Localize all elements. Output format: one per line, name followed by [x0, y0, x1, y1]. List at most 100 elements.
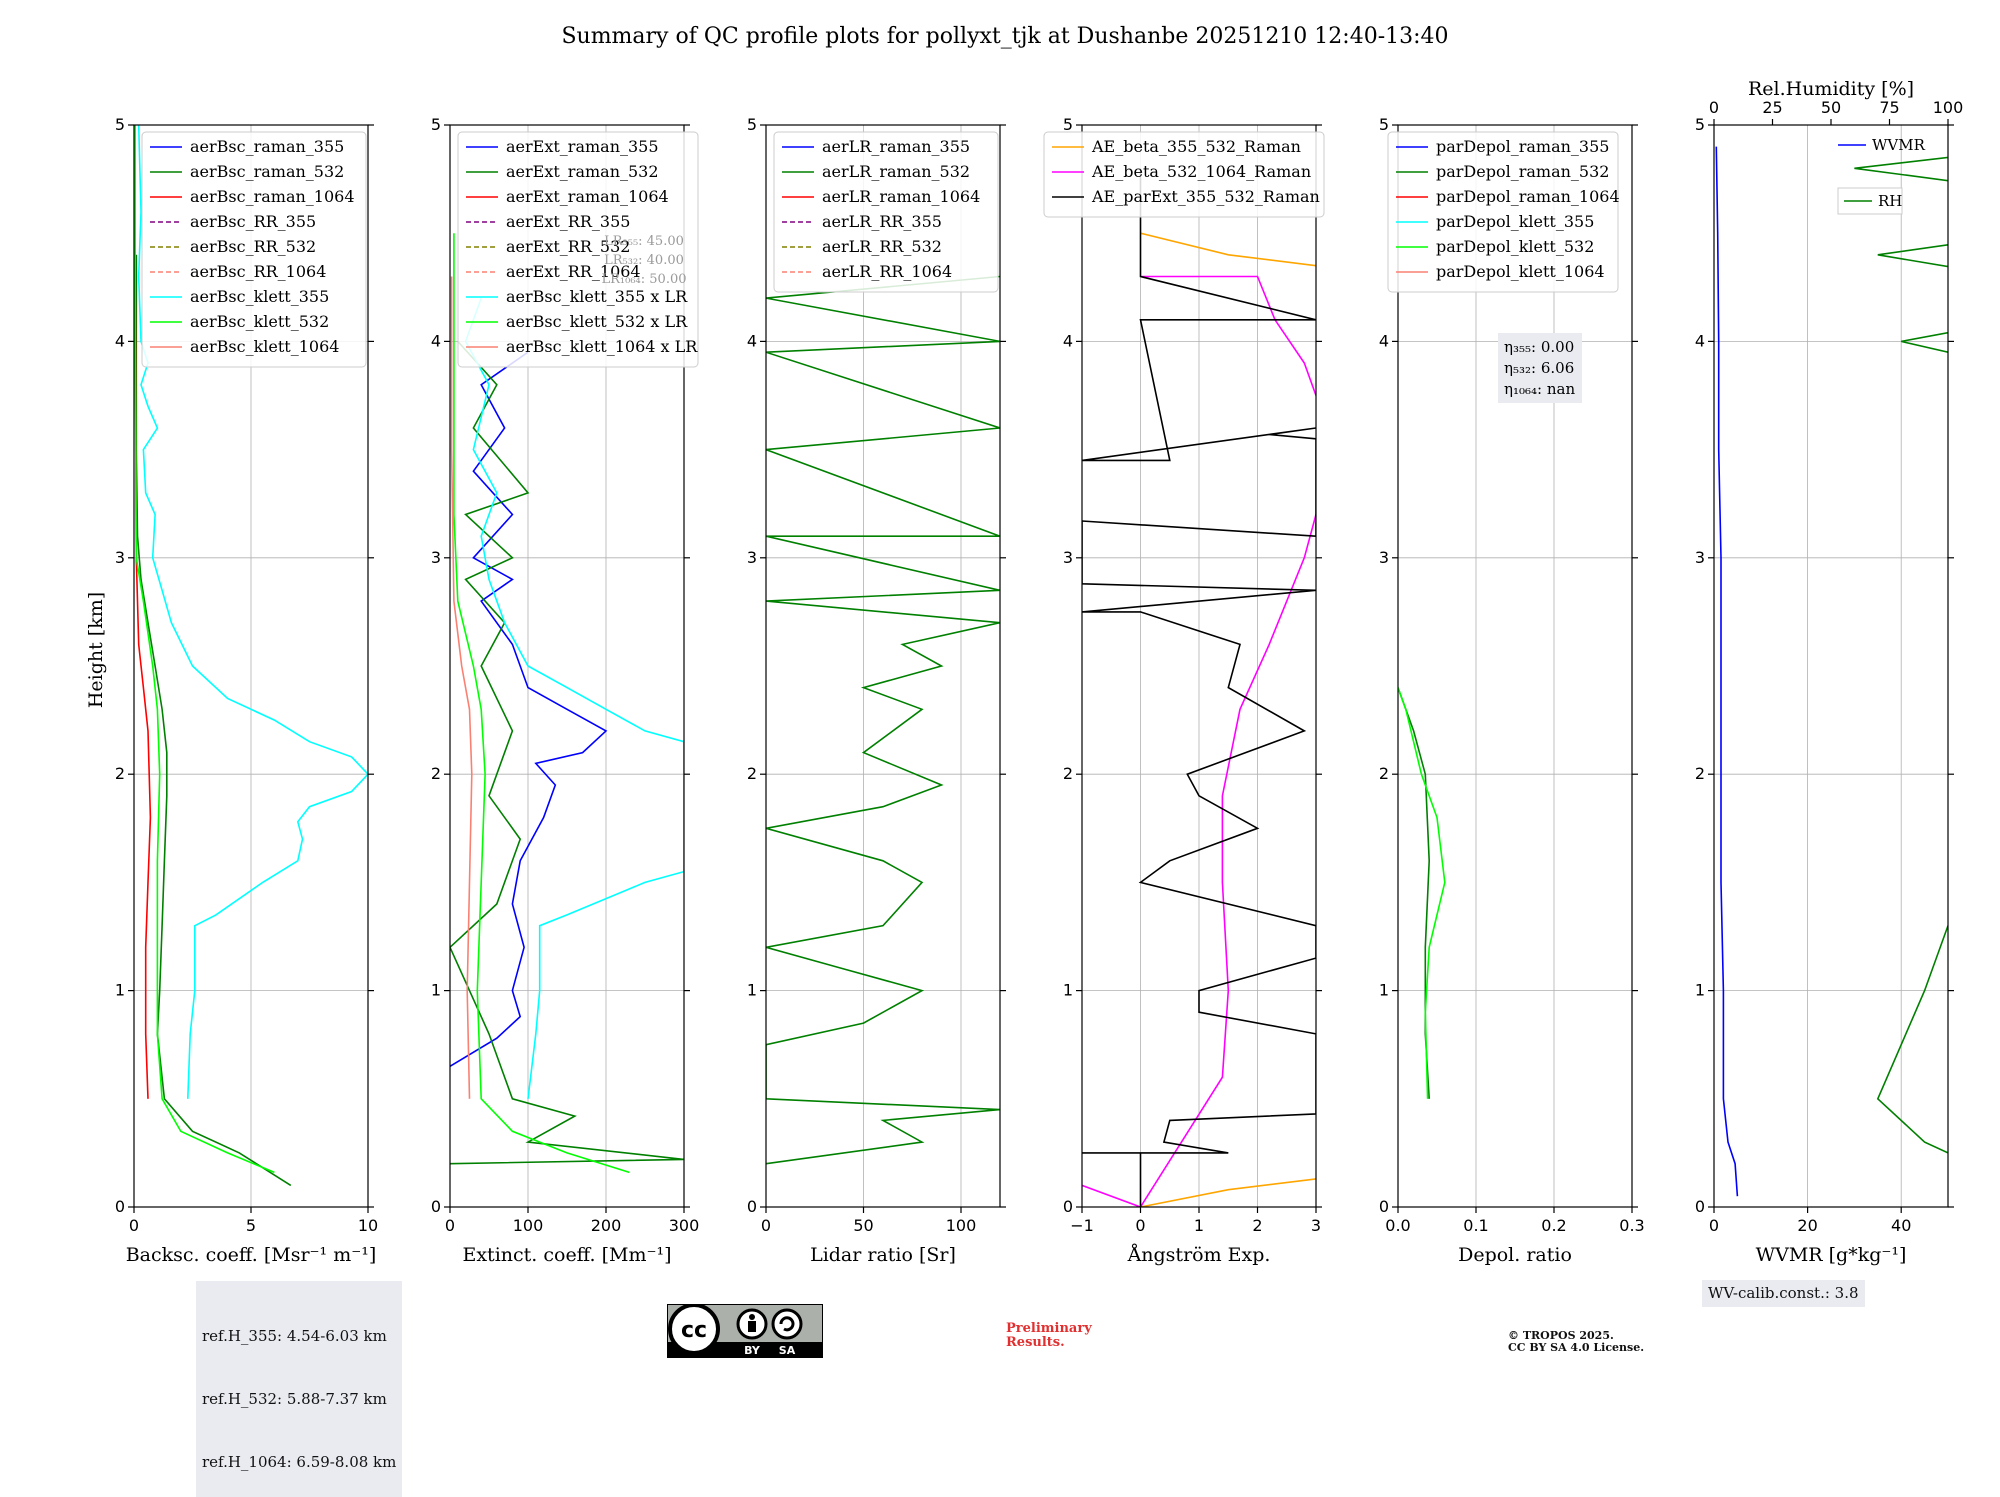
cc-by-sa-badge: cc BY SA — [667, 1304, 823, 1358]
y-tick-label-4: 4 — [1379, 331, 1389, 350]
top-tick-label-4: 100 — [1933, 98, 1964, 117]
x-tick-label-0: 0 — [761, 1216, 771, 1235]
legend-label-4: aerBsc_RR_532 — [190, 237, 316, 256]
y-tick-label-3: 3 — [431, 548, 441, 567]
legend-box — [141, 131, 367, 368]
x-axis-label: WVMR [g*kg⁻¹] — [1756, 1244, 1907, 1266]
figure-title: Summary of QC profile plots for pollyxt_… — [561, 24, 1448, 49]
series-line-ae-beta-532-1064-raman-upper- — [1140, 275, 1316, 396]
legend-label-wvmr: WVMR — [1872, 136, 1926, 154]
preliminary-line-1: Preliminary — [1006, 1321, 1092, 1336]
x-tick-label-1: 0 — [1135, 1216, 1145, 1235]
legend-label-1: aerBsc_raman_532 — [190, 162, 344, 181]
top-tick-label-2: 50 — [1821, 98, 1841, 117]
legend-label-5: parDepol_klett_1064 — [1436, 262, 1605, 281]
legend-extinction: aerExt_raman_355 aerExt_raman_532 aerExt_r… — [457, 131, 699, 368]
series-group — [1082, 168, 1316, 1207]
legend-box — [1043, 131, 1325, 218]
legend-label-0: aerExt_raman_355 — [506, 137, 659, 156]
copyright-note: © TROPOS 2025. CC BY SA 4.0 License. — [1508, 1330, 1708, 1354]
x-tick-label-1: 0.1 — [1463, 1216, 1488, 1235]
panel-extinction: 0 100 200 300 0 1 2 3 4 5 Extinct. coeff. [Mm⁻¹] ae… — [431, 115, 699, 1266]
top-tick-label-3: 75 — [1879, 98, 1899, 117]
legend-label-1: aerLR_raman_532 — [822, 162, 970, 181]
legend-rh: RH — [1837, 187, 1903, 215]
x-tick-label-0: 0 — [445, 1216, 455, 1235]
y-tick-label-1: 1 — [1063, 981, 1073, 1000]
series-group — [1398, 687, 1446, 1099]
series-line-wvmr — [1715, 146, 1739, 1197]
x-axis-label: Ångström Exp. — [1127, 1244, 1271, 1266]
eta-annotation-2: η₁₀₆₄: nan — [1504, 380, 1575, 398]
y-tick-label-1: 1 — [1379, 981, 1389, 1000]
y-tick-label-4: 4 — [1063, 331, 1073, 350]
series-line-aerlr-raman-532 — [766, 275, 1000, 1165]
wv-calibration-box: WV-calib.const.: 3.8 — [1702, 1280, 1865, 1307]
legend-label-4: aerLR_RR_532 — [822, 237, 942, 256]
x-tick-label-2: 40 — [1891, 1216, 1911, 1235]
legend-label-8: aerBsc_klett_1064 — [190, 337, 339, 356]
x-axis-label: Lidar ratio [Sr] — [810, 1244, 956, 1266]
series-line-ae-parext-355-532-raman — [1082, 168, 1316, 1207]
legend-label-1: aerExt_raman_532 — [506, 162, 659, 181]
x-axis-label: Extinct. coeff. [Mm⁻¹] — [462, 1244, 671, 1266]
legend-label-8: aerBsc_klett_1064 x LR — [506, 337, 698, 356]
y-tick-label-3: 3 — [1063, 548, 1073, 567]
reference-heights-box: ref.H_355: 4.54-6.03 km ref.H_532: 5.88-… — [196, 1281, 403, 1497]
legend-angstrom: AE_beta_355_532_Raman AE_beta_532_1064_Ra… — [1043, 131, 1325, 218]
preliminary-results-note: Preliminary Results. — [1006, 1322, 1126, 1350]
series-line-aerbsc-klett-355-x-lr — [464, 297, 684, 1099]
x-tick-label-1: 100 — [513, 1216, 544, 1235]
axes-frame — [1397, 124, 1633, 1208]
series-line-aerbsc-klett-532 — [134, 125, 275, 1174]
y-tick-label-1: 1 — [431, 981, 441, 1000]
series-line-rh — [1854, 156, 1948, 1154]
lr-annotation-0: LR₃₅₅: 45.00 — [604, 234, 684, 249]
lr-annotation-2: LR₁₀₆₄: 50.00 — [602, 272, 687, 287]
series-group — [1715, 146, 1948, 1197]
x-tick-label-0: 0 — [129, 1216, 139, 1235]
legend-wvmr: WVMR — [1838, 136, 1926, 154]
x-tick-label-0: −1 — [1070, 1216, 1094, 1235]
x-tick-label-2: 1 — [1194, 1216, 1204, 1235]
copyright-line-2: CC BY SA 4.0 License. — [1508, 1341, 1645, 1354]
legend-label-0: AE_beta_355_532_Raman — [1091, 137, 1301, 156]
x-tick-label-0: 0.0 — [1385, 1216, 1410, 1235]
y-axis-label: Height [km] — [85, 592, 107, 708]
lr-annotation-1: LR₅₃₂: 40.00 — [604, 253, 684, 268]
top-axis-label: Rel.Humidity [%] — [1748, 78, 1914, 100]
y-tick-label-2: 2 — [1379, 764, 1389, 783]
panel-backscatter: 0 5 10 0 1 2 3 4 5 Backsc. coeff. [Msr⁻¹ m⁻¹] aerB… — [115, 115, 378, 1266]
y-tick-label-3: 3 — [1695, 548, 1705, 567]
legend-label-rh: RH — [1878, 192, 1902, 210]
legend-label-1: parDepol_raman_532 — [1436, 162, 1609, 181]
legend-label-2: aerLR_raman_1064 — [822, 187, 980, 206]
x-tick-label-0: 0 — [1709, 1216, 1719, 1235]
y-tick-label-0: 0 — [1063, 1197, 1073, 1216]
x-tick-label-3: 0.3 — [1619, 1216, 1644, 1235]
by-label: BY — [744, 1344, 761, 1357]
x-tick-label-1: 20 — [1797, 1216, 1817, 1235]
legend-label-7: aerBsc_klett_532 x LR — [506, 312, 688, 331]
series-group — [766, 275, 1000, 1165]
series-line-aerbsc-klett-1064-x-lr — [450, 276, 473, 1099]
eta-annotation-1: η₅₃₂: 6.06 — [1504, 359, 1574, 377]
y-tick-label-4: 4 — [1695, 331, 1705, 350]
x-axis-label: Backsc. coeff. [Msr⁻¹ m⁻¹] — [126, 1244, 377, 1266]
x-tick-label-1: 50 — [853, 1216, 873, 1235]
series-line-aerbsc-klett-355 — [137, 125, 368, 1099]
panel-depol: 0.0 0.1 0.2 0.3 0 1 2 3 4 5 Depol. ratio parDepol_r… — [1379, 115, 1645, 1266]
x-tick-label-2: 100 — [946, 1216, 977, 1235]
legend-label-3: aerLR_RR_355 — [822, 212, 942, 231]
legend-label-2: parDepol_raman_1064 — [1436, 187, 1620, 206]
x-tick-label-2: 10 — [358, 1216, 378, 1235]
legend-backscatter: aerBsc_raman_355 aerBsc_raman_532 aerBsc_r… — [141, 131, 367, 368]
legend-label-0: aerLR_raman_355 — [822, 137, 970, 156]
y-tick-label-5: 5 — [747, 115, 757, 134]
y-tick-label-0: 0 — [1379, 1197, 1389, 1216]
eta-box — [1498, 333, 1582, 403]
y-tick-label-0: 0 — [1695, 1197, 1705, 1216]
legend-depol: parDepol_raman_355 parDepol_raman_532 parD… — [1387, 131, 1620, 293]
y-tick-label-4: 4 — [115, 331, 125, 350]
y-tick-label-1: 1 — [747, 981, 757, 1000]
